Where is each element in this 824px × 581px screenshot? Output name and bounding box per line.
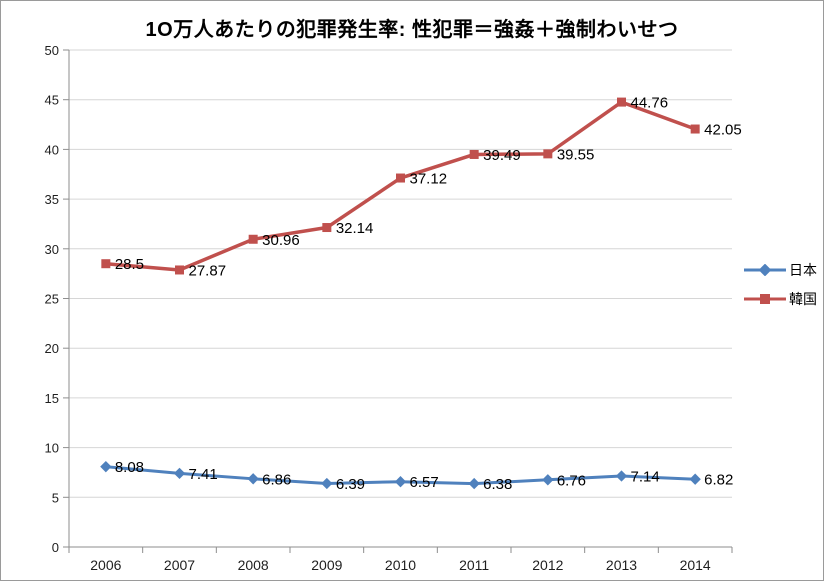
legend-marker-korea: [744, 294, 786, 304]
y-tick-label: 10: [45, 441, 59, 456]
data-label: 39.49: [483, 147, 521, 164]
data-label: 6.38: [483, 476, 512, 493]
y-tick-label: 0: [52, 540, 59, 555]
y-tick-label: 50: [45, 43, 59, 58]
data-point-square-icon: [101, 259, 111, 269]
data-label: 27.87: [189, 262, 227, 279]
y-tick-label: 20: [45, 341, 59, 356]
series-line-1: [105, 100, 696, 272]
data-label: 6.39: [336, 476, 365, 493]
data-point-square-icon: [175, 265, 184, 275]
y-tick-label: 25: [45, 292, 59, 307]
x-tick-label: 2012: [532, 557, 563, 573]
legend-item-korea: 韓国: [743, 288, 817, 310]
data-point-diamond-icon: [689, 473, 701, 485]
data-label: 37.12: [410, 171, 448, 188]
y-tick-label: 40: [45, 142, 59, 157]
data-label: 39.55: [557, 146, 595, 163]
data-label: 32.14: [336, 220, 374, 237]
legend: 日本 韓国: [743, 259, 817, 310]
y-tick-label: 15: [45, 391, 59, 406]
data-label: 30.96: [262, 232, 300, 249]
y-tick-label: 45: [45, 93, 59, 108]
x-tick-label: 2014: [680, 557, 711, 573]
data-point-diamond-icon: [173, 467, 186, 480]
data-label: 44.76: [631, 95, 669, 112]
data-point-diamond-icon: [100, 461, 112, 473]
data-label: 7.14: [631, 469, 660, 486]
data-point-diamond-icon: [468, 477, 480, 490]
legend-label-japan: 日本: [789, 262, 817, 278]
legend-item-japan: 日本: [743, 259, 817, 281]
legend-label-korea: 韓国: [789, 291, 817, 307]
data-point-square-icon: [469, 149, 479, 159]
data-point-square-icon: [248, 234, 258, 244]
x-tick-label: 2008: [238, 557, 269, 573]
data-label: 6.82: [704, 472, 733, 489]
legend-square-icon: [760, 294, 770, 304]
x-tick-label: 2006: [90, 557, 121, 573]
y-tick-label: 5: [52, 490, 59, 505]
y-tick-label: 35: [45, 192, 59, 207]
data-point-square-icon: [617, 97, 626, 107]
data-label: 6.76: [557, 472, 586, 489]
x-tick-label: 2009: [311, 557, 342, 573]
x-tick-label: 2010: [385, 557, 416, 573]
data-point-square-icon: [690, 124, 700, 134]
data-point-diamond-icon: [247, 473, 259, 485]
x-tick-label: 2011: [459, 557, 489, 573]
legend-marker-japan: [744, 264, 786, 276]
data-label: 6.86: [262, 471, 291, 488]
data-label: 7.41: [189, 466, 218, 483]
data-point-diamond-icon: [321, 477, 333, 490]
data-point-square-icon: [543, 149, 553, 159]
data-label: 6.57: [410, 474, 439, 491]
data-point-diamond-icon: [394, 476, 407, 488]
data-point-square-icon: [396, 173, 405, 183]
data-label: 42.05: [704, 122, 742, 139]
data-label: 28.5: [115, 256, 144, 273]
legend-diamond-icon: [758, 264, 772, 276]
data-point-diamond-icon: [542, 474, 554, 486]
data-label: 8.08: [115, 459, 144, 476]
x-tick-label: 2007: [164, 557, 195, 573]
data-point-diamond-icon: [615, 470, 628, 482]
x-tick-label: 2013: [606, 557, 637, 573]
data-point-square-icon: [322, 223, 332, 233]
chart-title: 1O万人あたりの犯罪発生率: 性犯罪＝強姦＋強制わいせつ: [145, 19, 679, 41]
y-tick-label: 30: [45, 242, 59, 257]
